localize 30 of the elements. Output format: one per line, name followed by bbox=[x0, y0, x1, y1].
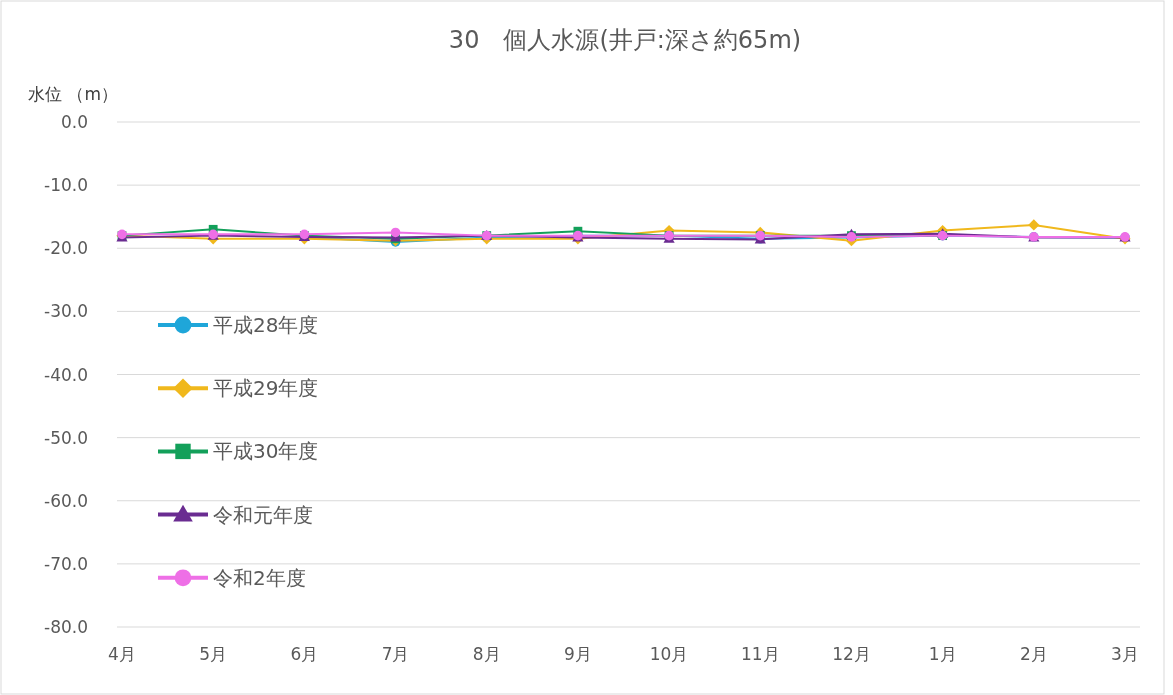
legend-label: 令和元年度 bbox=[213, 502, 313, 527]
x-tick-label: 8月 bbox=[472, 644, 501, 664]
legend-label: 平成29年度 bbox=[213, 376, 319, 401]
x-tick-label: 1月 bbox=[928, 644, 957, 664]
x-tick-label: 4月 bbox=[108, 644, 136, 664]
legend-label: 平成30年度 bbox=[213, 439, 319, 464]
x-tick-label: 12月 bbox=[832, 644, 871, 664]
y-tick-label: -20.0 bbox=[44, 238, 88, 259]
y-tick-label: -80.0 bbox=[44, 617, 88, 637]
y-tick-label: -50.0 bbox=[44, 427, 88, 448]
y-tick-label: -70.0 bbox=[44, 553, 88, 574]
y-tick-label: -30.0 bbox=[44, 301, 88, 322]
y-tick-label: -10.0 bbox=[44, 175, 88, 196]
chart-title: 30 個人水源(井戸:深さ約65m) bbox=[448, 26, 802, 54]
point bbox=[1028, 219, 1040, 231]
x-tick-label: 3月 bbox=[1111, 644, 1139, 664]
x-tick-label: 7月 bbox=[381, 644, 410, 664]
x-tick-label: 10月 bbox=[649, 644, 689, 664]
y-axis-title: 水位 （m） bbox=[28, 84, 118, 104]
y-tick-label: -40.0 bbox=[44, 364, 88, 385]
y-tick-label: -60.0 bbox=[44, 490, 88, 511]
x-tick-label: 2月 bbox=[1019, 644, 1048, 664]
point bbox=[390, 227, 401, 238]
legend-label: 平成28年度 bbox=[213, 313, 319, 337]
x-tick-label: 6月 bbox=[290, 644, 319, 664]
x-tick-label: 9月 bbox=[564, 644, 592, 664]
y-tick-label: 0.0 bbox=[60, 112, 88, 132]
x-tick-label: 5月 bbox=[199, 644, 228, 664]
x-tick-label: 11月 bbox=[740, 644, 780, 664]
legend-label: 令和2年度 bbox=[213, 565, 306, 590]
